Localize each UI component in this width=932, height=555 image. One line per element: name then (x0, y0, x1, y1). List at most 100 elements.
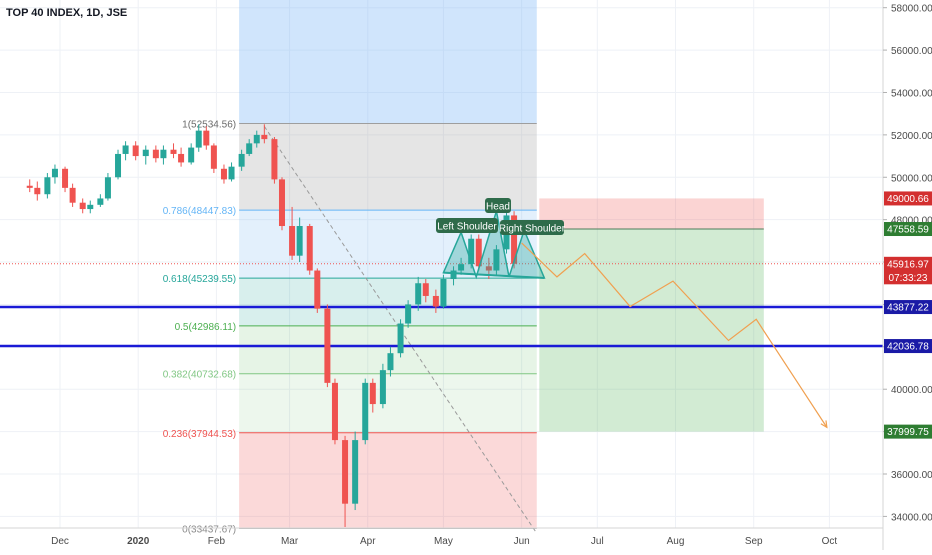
chart-title: TOP 40 INDEX, 1D, JSE (6, 7, 128, 19)
candle-body (458, 264, 465, 271)
stop-zone (539, 198, 764, 230)
candle-body (342, 440, 349, 504)
candle-body (142, 149, 149, 157)
y-tick-label: 48000.00 (891, 216, 932, 227)
candle-body (69, 187, 76, 203)
pattern-label-head-bg (485, 198, 511, 213)
candle-body (188, 147, 195, 163)
x-tick-label: May (434, 536, 453, 547)
candle-body (485, 266, 492, 271)
candle-body (511, 215, 518, 264)
x-tick-label: Dec (51, 536, 69, 547)
price-label-bg (884, 270, 932, 285)
fib-level-label: 0.382(40732.68) (163, 370, 236, 381)
y-tick-label: 50000.00 (891, 173, 932, 184)
candle-body (97, 198, 104, 205)
candle-body (271, 139, 278, 180)
candle-body (220, 168, 227, 180)
candle-body (62, 168, 69, 188)
candle-body (104, 177, 111, 199)
candle-body (493, 249, 500, 271)
price-label-bg (884, 424, 932, 439)
candle-body (450, 270, 457, 280)
candle-body (203, 130, 210, 146)
candle-body (314, 270, 321, 309)
candle-body (468, 238, 475, 265)
trend-line (263, 126, 538, 534)
pattern-label-right-shoulder-bg (500, 220, 564, 235)
y-tick-label: 58000.00 (891, 4, 932, 15)
candle-body (253, 134, 260, 144)
fib-zone (239, 373, 537, 433)
y-tick-label: 54000.00 (891, 88, 932, 99)
x-tick-label: Aug (667, 536, 685, 547)
candle-body (331, 382, 338, 441)
fib-level-label: 0.786(48447.83) (163, 206, 236, 217)
candle-body (115, 153, 122, 178)
candle-body (475, 238, 482, 267)
x-tick-label: Jun (514, 536, 530, 547)
candle-body (379, 370, 386, 405)
fib-level-label: 0.236(37944.53) (163, 429, 236, 440)
candle-body (87, 204, 94, 210)
y-tick-label: 34000.00 (891, 512, 932, 523)
x-tick-label: 2020 (127, 536, 150, 547)
candle-body (178, 153, 185, 163)
price-label: 47558.59 (887, 225, 929, 236)
candle-body (122, 145, 129, 154)
candle-body (369, 382, 376, 405)
x-tick-label: Mar (281, 536, 299, 547)
x-tick-label: Apr (360, 536, 376, 547)
candle-body (44, 177, 51, 195)
pattern-label-left-shoulder: Left Shoulder (437, 222, 497, 233)
fib-zone (239, 432, 537, 529)
price-label: 45916.97 (887, 259, 929, 270)
candle-body (34, 187, 41, 195)
candle-body (432, 295, 439, 307)
price-label: 49000.66 (887, 194, 929, 205)
candle-body (170, 149, 177, 154)
candle-body (278, 179, 285, 227)
candle-body (246, 143, 253, 154)
candle-body (26, 185, 33, 188)
candle-body (132, 145, 139, 157)
fib-level-label: 0(33437.67) (182, 524, 236, 535)
x-tick-label: Oct (822, 536, 838, 547)
candle-body (352, 440, 359, 504)
candle-body (261, 134, 268, 140)
y-tick-label: 36000.00 (891, 470, 932, 481)
neckline (443, 271, 545, 279)
candle-body (397, 323, 404, 354)
candle-body (324, 308, 331, 383)
candle-body (440, 279, 447, 307)
y-tick-label: 52000.00 (891, 131, 932, 142)
candle-body (160, 149, 167, 159)
price-label-bg (884, 222, 932, 237)
fib-zone (239, 278, 537, 326)
candle-body (296, 226, 303, 256)
y-tick-label: 56000.00 (891, 46, 932, 57)
fib-level-label: 0.5(42986.11) (175, 322, 237, 333)
date-range-overlay (239, 0, 537, 124)
x-tick-label: Jul (591, 536, 604, 547)
candle-body (51, 168, 58, 178)
price-label-bg (884, 339, 932, 354)
candle-body (79, 202, 86, 210)
candle-body (306, 226, 313, 271)
price-label: 43877.22 (887, 303, 929, 314)
fib-level-label: 0.618(45239.55) (163, 274, 236, 285)
candle-body (238, 153, 245, 167)
candle-body (362, 382, 369, 441)
projection-path (521, 242, 828, 428)
candle-body (289, 226, 296, 256)
candle-body (405, 304, 412, 324)
price-label-bg (884, 191, 932, 206)
target-zone (539, 229, 764, 432)
pattern-label-head: Head (486, 202, 510, 213)
price-label-bg (884, 300, 932, 315)
candle-body (228, 166, 235, 180)
price-label: 07:33:23 (889, 273, 928, 284)
fib-level-label: 1(52534.56) (182, 120, 236, 131)
